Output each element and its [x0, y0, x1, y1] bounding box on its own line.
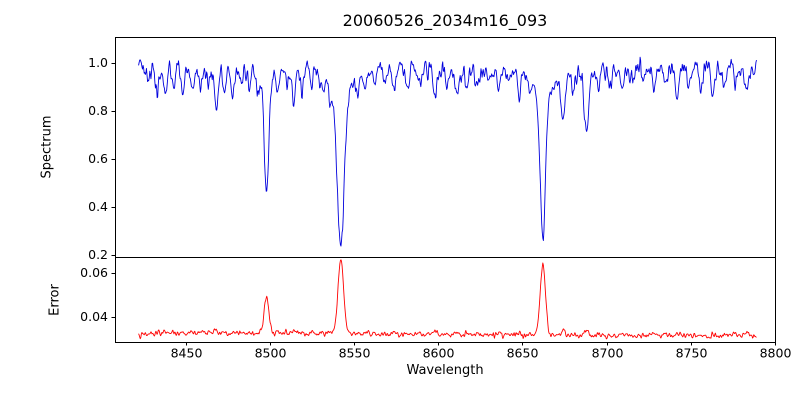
error-y-axis-label: Error — [47, 284, 63, 316]
chart-title: 20060526_2034m16_093 — [342, 11, 548, 30]
wavelength-x-axis-label: Wavelength — [406, 363, 484, 378]
spectrum-y-axis-label: Spectrum — [39, 115, 55, 179]
